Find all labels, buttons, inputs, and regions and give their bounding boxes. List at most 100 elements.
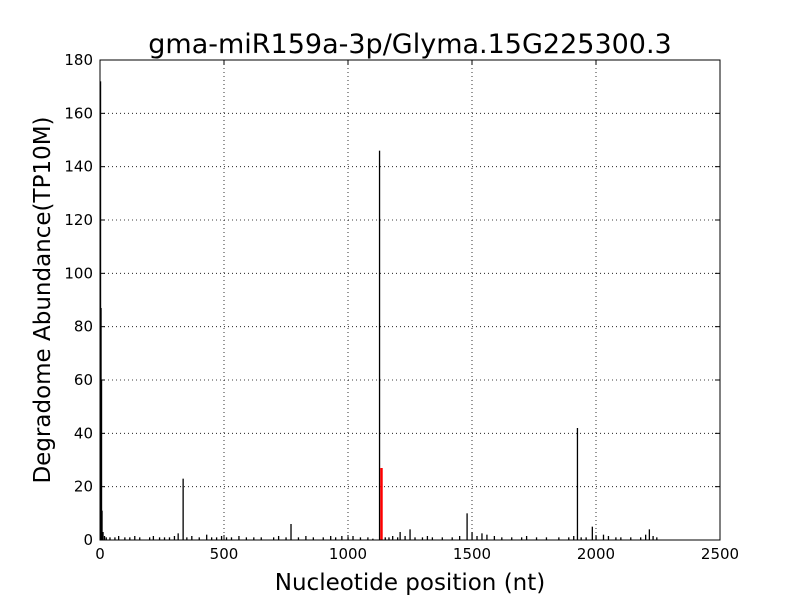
data-bar xyxy=(591,526,593,540)
y-tick-label: 80 xyxy=(74,318,93,336)
data-bar xyxy=(466,513,468,540)
data-bar xyxy=(585,537,587,540)
data-bar xyxy=(124,537,126,540)
x-tick-label: 2500 xyxy=(701,545,739,563)
data-bar xyxy=(168,537,171,540)
data-bar xyxy=(558,537,560,540)
x-axis-label: Nucleotide position (nt) xyxy=(275,570,545,596)
x-tick-label: 2000 xyxy=(577,545,615,563)
data-bar xyxy=(134,536,136,540)
data-bar xyxy=(421,537,424,540)
y-tick-label: 20 xyxy=(74,478,93,496)
data-bar xyxy=(378,150,381,540)
data-bar xyxy=(652,536,654,540)
data-bar xyxy=(215,537,218,540)
data-bar xyxy=(163,537,166,540)
data-bar xyxy=(392,536,394,540)
data-bar xyxy=(260,537,262,540)
plot-frame xyxy=(99,59,721,541)
data-bar xyxy=(139,537,141,540)
chart-title: gma-miR159a-3p/Glyma.15G225300.3 xyxy=(148,29,671,60)
y-axis-label: Degradome Abundance(TP10M) xyxy=(30,116,56,483)
data-bar xyxy=(220,536,223,540)
x-tick-label: 0 xyxy=(95,545,105,563)
data-bar xyxy=(103,536,106,540)
data-bar xyxy=(656,537,658,540)
data-bar xyxy=(230,537,233,540)
data-bar xyxy=(206,534,208,540)
x-tick-label: 1500 xyxy=(453,545,491,563)
data-bar xyxy=(535,537,538,540)
y-tick-label: 120 xyxy=(64,211,93,229)
data-bar xyxy=(173,536,176,540)
data-bar xyxy=(367,537,369,540)
data-bar xyxy=(545,537,548,540)
data-bar xyxy=(384,537,386,540)
x-tick-label: 1000 xyxy=(329,545,367,563)
data-bar xyxy=(630,537,632,540)
data-bar xyxy=(399,532,401,540)
data-bar xyxy=(114,537,116,540)
data-bar xyxy=(341,536,343,540)
data-bar xyxy=(305,536,307,540)
data-bar xyxy=(225,537,228,540)
data-bar xyxy=(105,537,107,540)
data-bar xyxy=(182,478,184,540)
data-bar xyxy=(426,536,429,540)
data-bar xyxy=(645,534,647,540)
data-bar xyxy=(640,537,642,540)
data-bar xyxy=(245,537,248,540)
data-bar xyxy=(186,537,188,540)
data-bar xyxy=(290,524,292,540)
y-tick-label: 0 xyxy=(83,531,93,549)
data-bar xyxy=(397,537,399,540)
data-bar xyxy=(568,537,570,540)
data-bar xyxy=(238,536,240,540)
data-bar xyxy=(573,536,575,540)
data-bar xyxy=(486,534,488,540)
data-bar xyxy=(158,537,161,540)
data-bar xyxy=(198,537,200,540)
data-bar xyxy=(322,537,324,540)
y-tick-label: 160 xyxy=(64,104,93,122)
data-bar xyxy=(372,538,374,540)
data-bar xyxy=(297,537,300,540)
data-bar xyxy=(149,537,151,540)
data-bar xyxy=(607,536,610,540)
data-bar xyxy=(109,537,111,540)
data-bar xyxy=(476,536,478,540)
data-bar xyxy=(576,428,579,540)
data-bar xyxy=(414,537,416,540)
data-bar xyxy=(521,537,523,540)
x-tick-label: 500 xyxy=(210,545,239,563)
data-bar xyxy=(118,536,120,540)
data-bar xyxy=(277,536,280,540)
y-tick-label: 180 xyxy=(64,51,93,69)
data-bar xyxy=(409,529,411,540)
data-bar xyxy=(152,536,155,540)
data-bar xyxy=(648,529,651,540)
data-bar xyxy=(273,537,275,540)
data-bar xyxy=(459,536,461,540)
data-bar xyxy=(177,533,179,540)
data-bar xyxy=(102,532,104,540)
data-bar xyxy=(191,536,193,540)
data-bar xyxy=(602,534,605,540)
y-tick-label: 60 xyxy=(74,371,93,389)
data-bar xyxy=(451,537,453,540)
data-bar xyxy=(211,537,213,540)
data-bar xyxy=(330,536,332,540)
data-bar xyxy=(129,537,131,540)
data-bar xyxy=(101,510,103,540)
data-bar xyxy=(441,537,443,540)
data-bar xyxy=(404,536,406,540)
data-bar xyxy=(352,536,354,540)
data-bar xyxy=(481,533,483,540)
data-bar xyxy=(501,537,503,540)
data-bar xyxy=(511,537,513,540)
data-bar xyxy=(580,537,582,540)
data-bar xyxy=(431,537,434,540)
data-bar xyxy=(253,537,255,540)
